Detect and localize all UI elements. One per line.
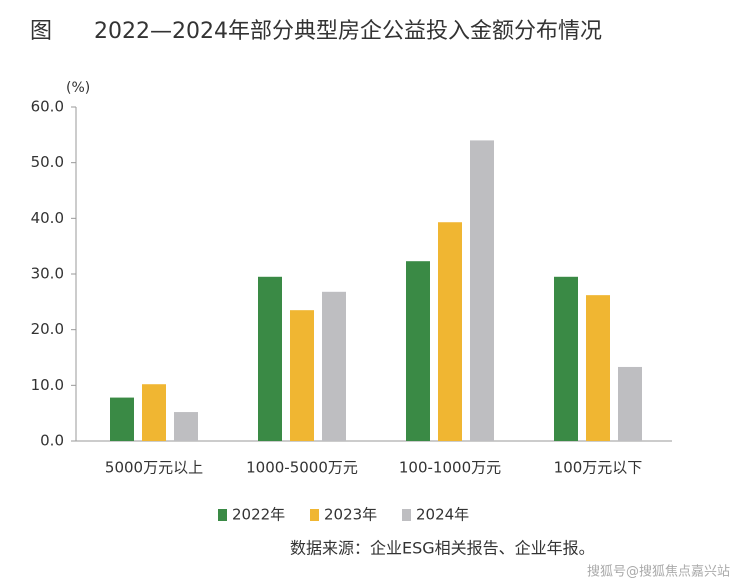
- bar: [406, 261, 430, 441]
- legend-swatch: [310, 509, 319, 521]
- legend-label: 2024年: [416, 506, 469, 524]
- y-axis-label: (%): [66, 80, 90, 96]
- x-tick-label: 100万元以下: [554, 459, 643, 477]
- bar: [586, 295, 610, 441]
- bar: [290, 310, 314, 441]
- bar: [554, 276, 578, 441]
- y-tick-label: 60.0: [31, 98, 64, 116]
- y-tick-label: 40.0: [31, 209, 64, 227]
- y-tick-label: 0.0: [40, 432, 64, 450]
- bar: [142, 384, 166, 441]
- bar: [110, 397, 134, 441]
- bar: [618, 366, 642, 441]
- legend-swatch: [218, 509, 227, 521]
- chart-title: 2022—2024年部分典型房企公益投入金额分布情况: [94, 19, 602, 44]
- y-tick-label: 30.0: [31, 265, 64, 283]
- source-note: 数据来源：企业ESG相关报告、企业年报。: [290, 539, 595, 558]
- x-tick-label: 5000万元以上: [105, 459, 203, 477]
- figure-label: 图: [30, 19, 52, 44]
- bar: [438, 222, 462, 441]
- y-tick-label: 10.0: [31, 376, 64, 394]
- bar: [174, 412, 198, 441]
- y-tick-label: 50.0: [31, 153, 64, 171]
- y-tick-label: 20.0: [31, 320, 64, 338]
- bar: [322, 291, 346, 441]
- bar: [258, 276, 282, 441]
- bar: [470, 140, 494, 441]
- x-tick-label: 100-1000万元: [399, 459, 501, 477]
- legend-swatch: [402, 509, 411, 521]
- legend-label: 2022年: [232, 506, 285, 524]
- watermark: 搜狐号@搜狐焦点嘉兴站: [587, 565, 730, 580]
- legend-label: 2023年: [324, 506, 377, 524]
- x-tick-label: 1000-5000万元: [246, 459, 358, 477]
